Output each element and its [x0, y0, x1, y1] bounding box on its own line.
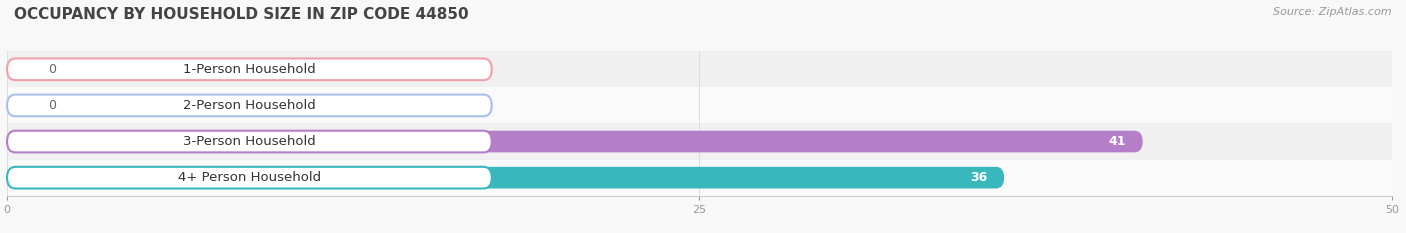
FancyBboxPatch shape [7, 131, 492, 152]
Text: 0: 0 [49, 63, 56, 76]
Text: 4+ Person Household: 4+ Person Household [177, 171, 321, 184]
FancyBboxPatch shape [7, 58, 492, 80]
FancyBboxPatch shape [7, 167, 492, 188]
FancyBboxPatch shape [7, 58, 41, 80]
FancyBboxPatch shape [7, 95, 492, 116]
FancyBboxPatch shape [7, 131, 1143, 152]
Text: 41: 41 [1108, 135, 1126, 148]
Text: 3-Person Household: 3-Person Household [183, 135, 316, 148]
FancyBboxPatch shape [7, 95, 41, 116]
Text: 0: 0 [49, 99, 56, 112]
FancyBboxPatch shape [7, 167, 1004, 188]
Text: 2-Person Household: 2-Person Household [183, 99, 316, 112]
Bar [7, 87, 1392, 123]
Bar [7, 51, 1392, 87]
Text: Source: ZipAtlas.com: Source: ZipAtlas.com [1274, 7, 1392, 17]
Bar [7, 123, 1392, 160]
Bar [7, 160, 1392, 196]
Text: OCCUPANCY BY HOUSEHOLD SIZE IN ZIP CODE 44850: OCCUPANCY BY HOUSEHOLD SIZE IN ZIP CODE … [14, 7, 468, 22]
Text: 36: 36 [970, 171, 987, 184]
Text: 1-Person Household: 1-Person Household [183, 63, 316, 76]
